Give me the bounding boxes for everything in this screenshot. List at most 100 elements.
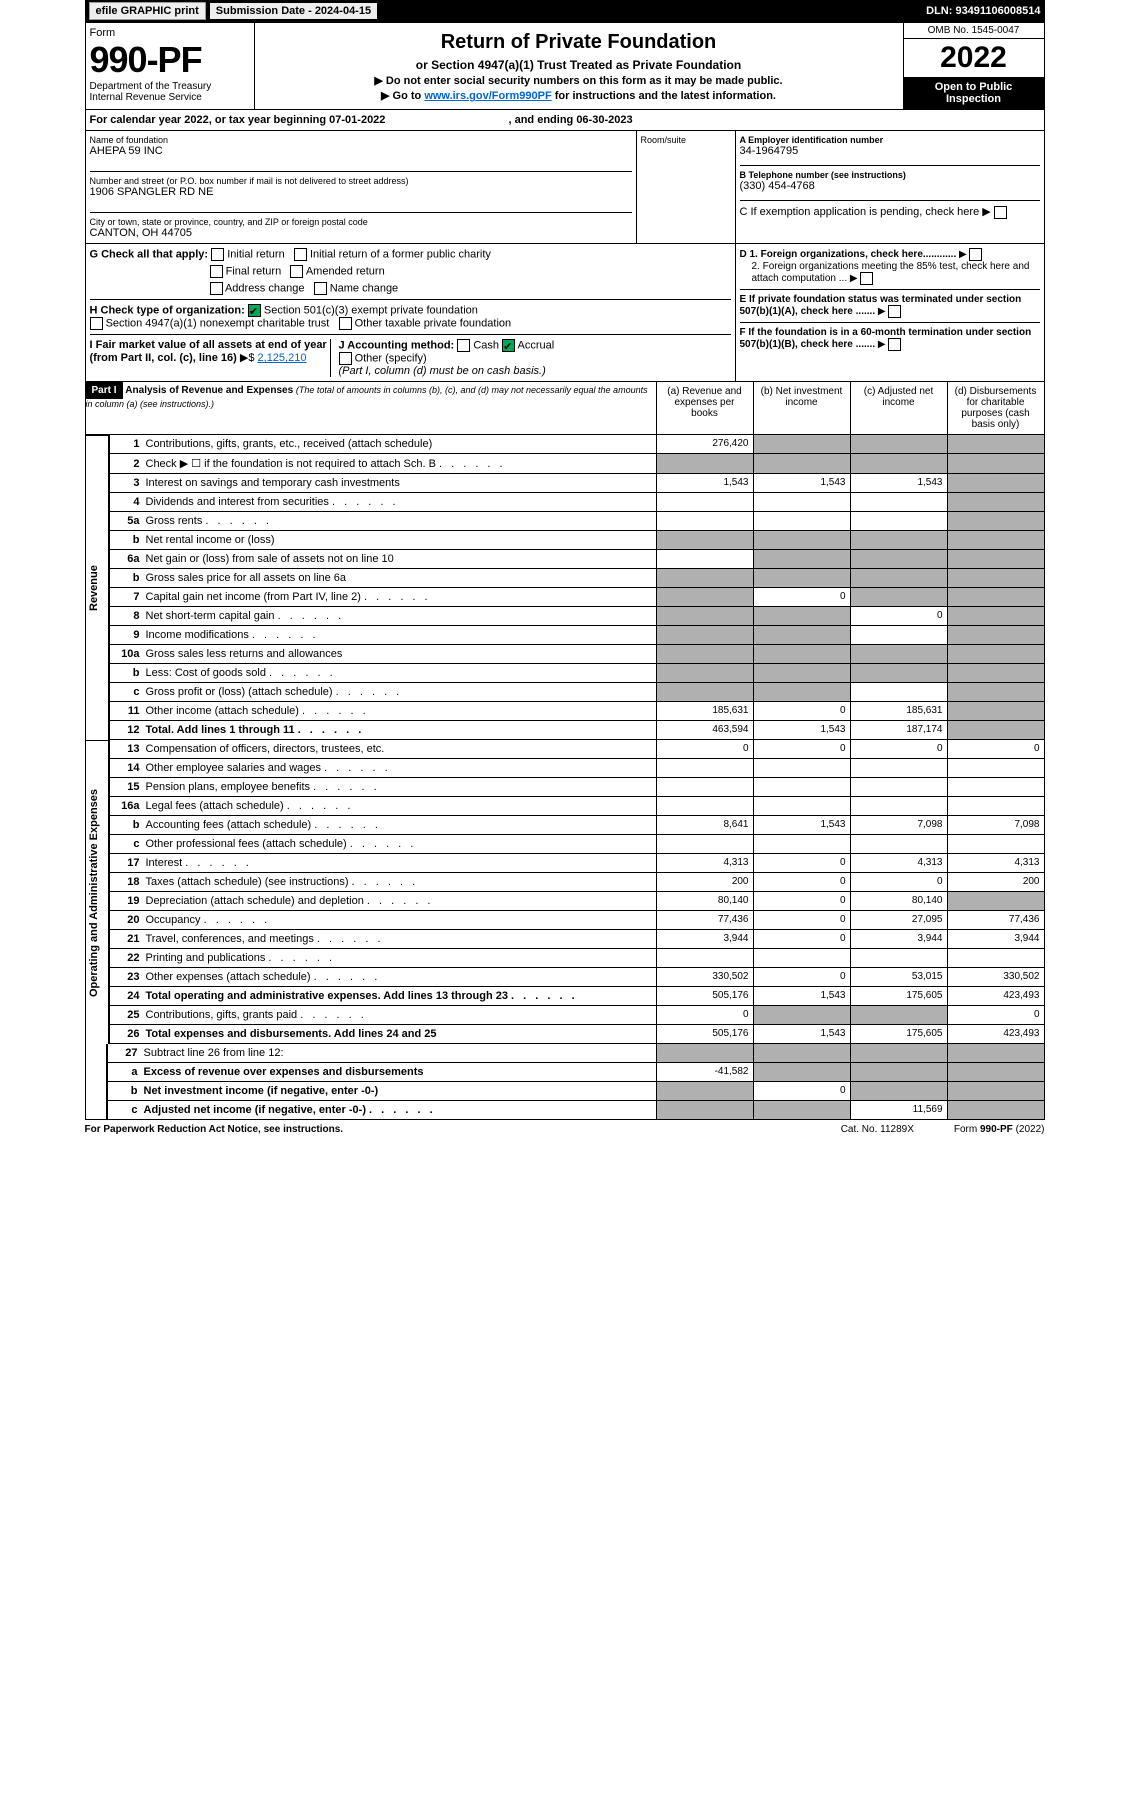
- col-c: (c) Adjusted net income: [851, 382, 948, 434]
- line-8: 8Net short-term capital gain . . . . . .…: [109, 607, 1045, 626]
- inst2: ▶ Go to www.irs.gov/Form990PF for instru…: [259, 89, 899, 102]
- i-value[interactable]: 2,125,210: [258, 352, 307, 364]
- line-15: 15Pension plans, employee benefits . . .…: [109, 778, 1045, 797]
- irs-link[interactable]: www.irs.gov/Form990PF: [424, 90, 551, 102]
- form-title: Return of Private Foundation: [259, 31, 899, 54]
- ein: 34-1964795: [740, 145, 1040, 157]
- phone-label: B Telephone number (see instructions): [740, 170, 1040, 180]
- net-section: 27Subtract line 26 from line 12:aExcess …: [85, 1044, 1045, 1120]
- line-7: 7Capital gain net income (from Part IV, …: [109, 588, 1045, 607]
- room-label: Room/suite: [641, 135, 731, 145]
- efile-header: efile GRAPHIC print Submission Date - 20…: [85, 0, 1045, 22]
- c-label: C If exemption application is pending, c…: [740, 206, 980, 218]
- line-2: 2Check ▶ ☐ if the foundation is not requ…: [109, 454, 1045, 474]
- line-17: 17Interest . . . . . .4,31304,3134,313: [109, 854, 1045, 873]
- d2-ck[interactable]: [860, 272, 873, 285]
- footer: For Paperwork Reduction Act Notice, see …: [85, 1120, 1045, 1139]
- col-b: (b) Net investment income: [754, 382, 851, 434]
- line-b: bGross sales price for all assets on lin…: [109, 569, 1045, 588]
- j-label: J Accounting method:: [339, 339, 455, 351]
- line-14: 14Other employee salaries and wages . . …: [109, 759, 1045, 778]
- line-c: cGross profit or (loss) (attach schedule…: [109, 683, 1045, 702]
- addr-label: Number and street (or P.O. box number if…: [90, 176, 632, 186]
- line-5a: 5aGross rents . . . . . .: [109, 512, 1045, 531]
- line-27: 27Subtract line 26 from line 12:: [107, 1044, 1045, 1063]
- city-label: City or town, state or province, country…: [90, 217, 632, 227]
- revenue-section: Revenue 1Contributions, gifts, grants, e…: [85, 435, 1045, 740]
- d1-label: D 1. Foreign organizations, check here..…: [740, 249, 957, 260]
- d2-label: 2. Foreign organizations meeting the 85%…: [752, 261, 1030, 284]
- name-label: Name of foundation: [90, 135, 632, 145]
- line-b: bNet investment income (if negative, ent…: [107, 1082, 1045, 1101]
- c-checkbox[interactable]: [994, 206, 1007, 219]
- line-21: 21Travel, conferences, and meetings . . …: [109, 930, 1045, 949]
- d1-ck[interactable]: [969, 248, 982, 261]
- e-label: E If private foundation status was termi…: [740, 294, 1022, 317]
- calendar-row: For calendar year 2022, or tax year begi…: [85, 110, 1045, 131]
- form-subtitle: or Section 4947(a)(1) Trust Treated as P…: [259, 58, 899, 72]
- j-note: (Part I, column (d) must be on cash basi…: [339, 365, 546, 377]
- g5-ck[interactable]: [210, 282, 223, 295]
- phone: (330) 454-4768: [740, 180, 1040, 192]
- line-18: 18Taxes (attach schedule) (see instructi…: [109, 873, 1045, 892]
- form-header: Form 990-PF Department of the Treasury I…: [85, 22, 1045, 110]
- expenses-vert-label: Operating and Administrative Expenses: [85, 740, 109, 1044]
- revenue-vert-label: Revenue: [85, 435, 109, 740]
- efile-print-btn[interactable]: efile GRAPHIC print: [89, 2, 206, 20]
- line-10a: 10aGross sales less returns and allowanc…: [109, 645, 1045, 664]
- line-16a: 16aLegal fees (attach schedule) . . . . …: [109, 797, 1045, 816]
- j3-ck[interactable]: [339, 352, 352, 365]
- line-1: 1Contributions, gifts, grants, etc., rec…: [109, 435, 1045, 454]
- g-label: G Check all that apply:: [90, 248, 209, 260]
- part1-title: Analysis of Revenue and Expenses: [125, 385, 293, 396]
- line-b: bLess: Cost of goods sold . . . . . .: [109, 664, 1045, 683]
- dln: DLN: 93491106008514: [926, 5, 1040, 17]
- foundation-name: AHEPA 59 INC: [90, 145, 632, 157]
- line-26: 26Total expenses and disbursements. Add …: [109, 1025, 1045, 1044]
- h1-ck[interactable]: ✔: [248, 304, 261, 317]
- col-d: (d) Disbursements for charitable purpose…: [948, 382, 1044, 434]
- inst1: ▶ Do not enter social security numbers o…: [259, 74, 899, 87]
- line-24: 24Total operating and administrative exp…: [109, 987, 1045, 1006]
- omb: OMB No. 1545-0047: [904, 23, 1044, 39]
- line-b: bAccounting fees (attach schedule) . . .…: [109, 816, 1045, 835]
- h2-ck[interactable]: [90, 317, 103, 330]
- line-9: 9Income modifications . . . . . .: [109, 626, 1045, 645]
- g4-ck[interactable]: [290, 265, 303, 278]
- dept: Department of the Treasury: [90, 81, 250, 92]
- expenses-section: Operating and Administrative Expenses 13…: [85, 740, 1045, 1044]
- j1-ck[interactable]: [457, 339, 470, 352]
- line-4: 4Dividends and interest from securities …: [109, 493, 1045, 512]
- line-20: 20Occupancy . . . . . .77,436027,09577,4…: [109, 911, 1045, 930]
- line-6a: 6aNet gain or (loss) from sale of assets…: [109, 550, 1045, 569]
- line-13: 13Compensation of officers, directors, t…: [109, 740, 1045, 759]
- j2-ck[interactable]: ✔: [502, 339, 515, 352]
- e-ck[interactable]: [888, 305, 901, 318]
- g1-ck[interactable]: [211, 248, 224, 261]
- submission-date: Submission Date - 2024-04-15: [210, 3, 377, 19]
- g3-ck[interactable]: [210, 265, 223, 278]
- line-c: cAdjusted net income (if negative, enter…: [107, 1101, 1045, 1120]
- city: CANTON, OH 44705: [90, 227, 632, 239]
- f-ck[interactable]: [888, 338, 901, 351]
- cat-no: Cat. No. 11289X: [841, 1124, 914, 1135]
- open-inspection: Open to Public Inspection: [904, 77, 1044, 109]
- line-25: 25Contributions, gifts, grants paid . . …: [109, 1006, 1045, 1025]
- col-a: (a) Revenue and expenses per books: [657, 382, 754, 434]
- part1-header: Part I Analysis of Revenue and Expenses …: [85, 382, 1045, 435]
- f-label: F If the foundation is in a 60-month ter…: [740, 327, 1032, 350]
- g2-ck[interactable]: [294, 248, 307, 261]
- line-3: 3Interest on savings and temporary cash …: [109, 474, 1045, 493]
- h3-ck[interactable]: [339, 317, 352, 330]
- line-c: cOther professional fees (attach schedul…: [109, 835, 1045, 854]
- line-b: bNet rental income or (loss): [109, 531, 1045, 550]
- part1-label: Part I: [86, 382, 123, 399]
- irs: Internal Revenue Service: [90, 92, 250, 103]
- line-11: 11Other income (attach schedule) . . . .…: [109, 702, 1045, 721]
- line-23: 23Other expenses (attach schedule) . . .…: [109, 968, 1045, 987]
- h-label: H Check type of organization:: [90, 304, 245, 316]
- tax-year: 2022: [904, 39, 1044, 77]
- g6-ck[interactable]: [314, 282, 327, 295]
- line-19: 19Depreciation (attach schedule) and dep…: [109, 892, 1045, 911]
- line-22: 22Printing and publications . . . . . .: [109, 949, 1045, 968]
